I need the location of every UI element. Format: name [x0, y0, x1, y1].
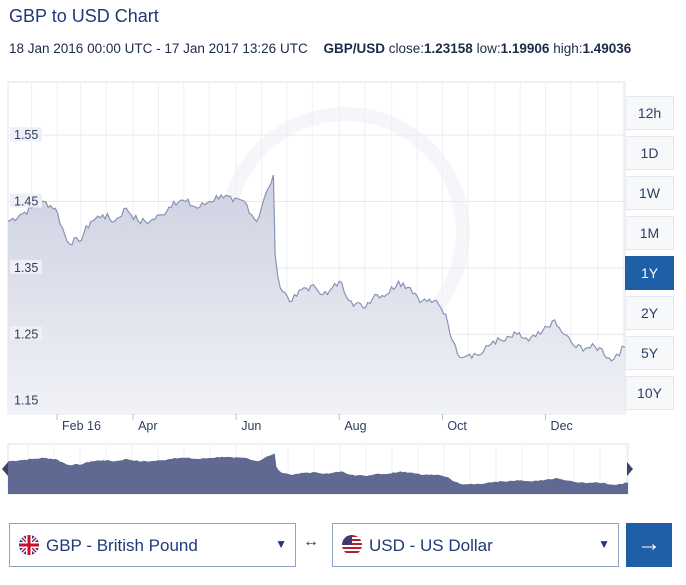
chart-meta: 18 Jan 2016 00:00 UTC - 17 Jan 2017 13:2…: [9, 41, 631, 56]
low-label: low:: [476, 41, 501, 56]
close-label: close:: [388, 41, 425, 56]
from-currency-select[interactable]: GBP - British Pound ▼: [9, 523, 296, 567]
range-button-1m[interactable]: 1M: [625, 216, 674, 250]
navigator[interactable]: [2, 443, 633, 495]
rate-chart: 1.15 1.25 1.35 1.45 1.55 Feb 16 Apr Jun Aug Oct D…: [2, 81, 633, 495]
y-tick-label: 1.25: [14, 327, 38, 341]
to-currency-select[interactable]: USD - US Dollar ▼: [332, 523, 619, 567]
x-tick-label: Aug: [344, 419, 366, 433]
y-tick-label: 1.15: [14, 394, 38, 408]
x-axis-ticks: Feb 16 Apr Jun Aug Oct Dec: [56, 414, 573, 433]
range-button-1d[interactable]: 1D: [625, 136, 674, 170]
chevron-down-icon: ▼: [598, 537, 610, 551]
range-button-5y[interactable]: 5Y: [625, 336, 674, 370]
y-tick-bg: [10, 392, 42, 407]
close-value: 1.23158: [424, 41, 473, 56]
uk-flag-icon: [19, 535, 39, 555]
chevron-down-icon: ▼: [275, 537, 287, 551]
swap-currencies-icon[interactable]: ↔: [303, 533, 319, 550]
currency-pair: GBP/USD: [323, 41, 385, 56]
y-tick-bg: [10, 259, 42, 274]
rate-line: [8, 174, 625, 362]
range-button-1w[interactable]: 1W: [625, 176, 674, 210]
x-tick-label: Dec: [551, 419, 573, 433]
high-value: 1.49036: [582, 41, 632, 56]
y-tick-bg: [10, 127, 42, 142]
range-selector: 12h 1D 1W 1M 1Y 2Y 5Y 10Y: [625, 96, 674, 416]
x-tick-label: Oct: [447, 419, 467, 433]
navigator-left-handle[interactable]: [2, 462, 8, 476]
date-range: 18 Jan 2016 00:00 UTC - 17 Jan 2017 13:2…: [9, 41, 308, 56]
us-flag-icon: [342, 535, 362, 555]
y-tick-bg: [10, 326, 42, 341]
convert-button[interactable]: →: [626, 523, 672, 567]
y-tick-label: 1.35: [14, 261, 38, 275]
y-axis-ticks: 1.15 1.25 1.35 1.45 1.55: [10, 127, 42, 408]
navigator-right-handle[interactable]: [627, 462, 633, 476]
navigator-area: [8, 453, 628, 494]
y-tick-label: 1.55: [14, 128, 38, 142]
range-button-12h[interactable]: 12h: [625, 96, 674, 130]
x-tick-label: Feb 16: [62, 419, 101, 433]
range-button-10y[interactable]: 10Y: [625, 376, 674, 410]
high-label: high:: [553, 41, 583, 56]
from-currency-label: GBP - British Pound: [46, 536, 198, 555]
range-button-1y[interactable]: 1Y: [625, 256, 674, 290]
to-currency-label: USD - US Dollar: [369, 536, 493, 555]
y-tick-bg: [10, 193, 42, 208]
arrow-right-icon: →: [637, 530, 661, 557]
y-tick-label: 1.45: [14, 195, 38, 209]
low-value: 1.19906: [500, 41, 550, 56]
x-tick-label: Jun: [241, 419, 261, 433]
range-button-2y[interactable]: 2Y: [625, 296, 674, 330]
x-tick-label: Apr: [138, 419, 157, 433]
page-title: GBP to USD Chart: [9, 6, 159, 26]
rate-area: [8, 175, 625, 414]
